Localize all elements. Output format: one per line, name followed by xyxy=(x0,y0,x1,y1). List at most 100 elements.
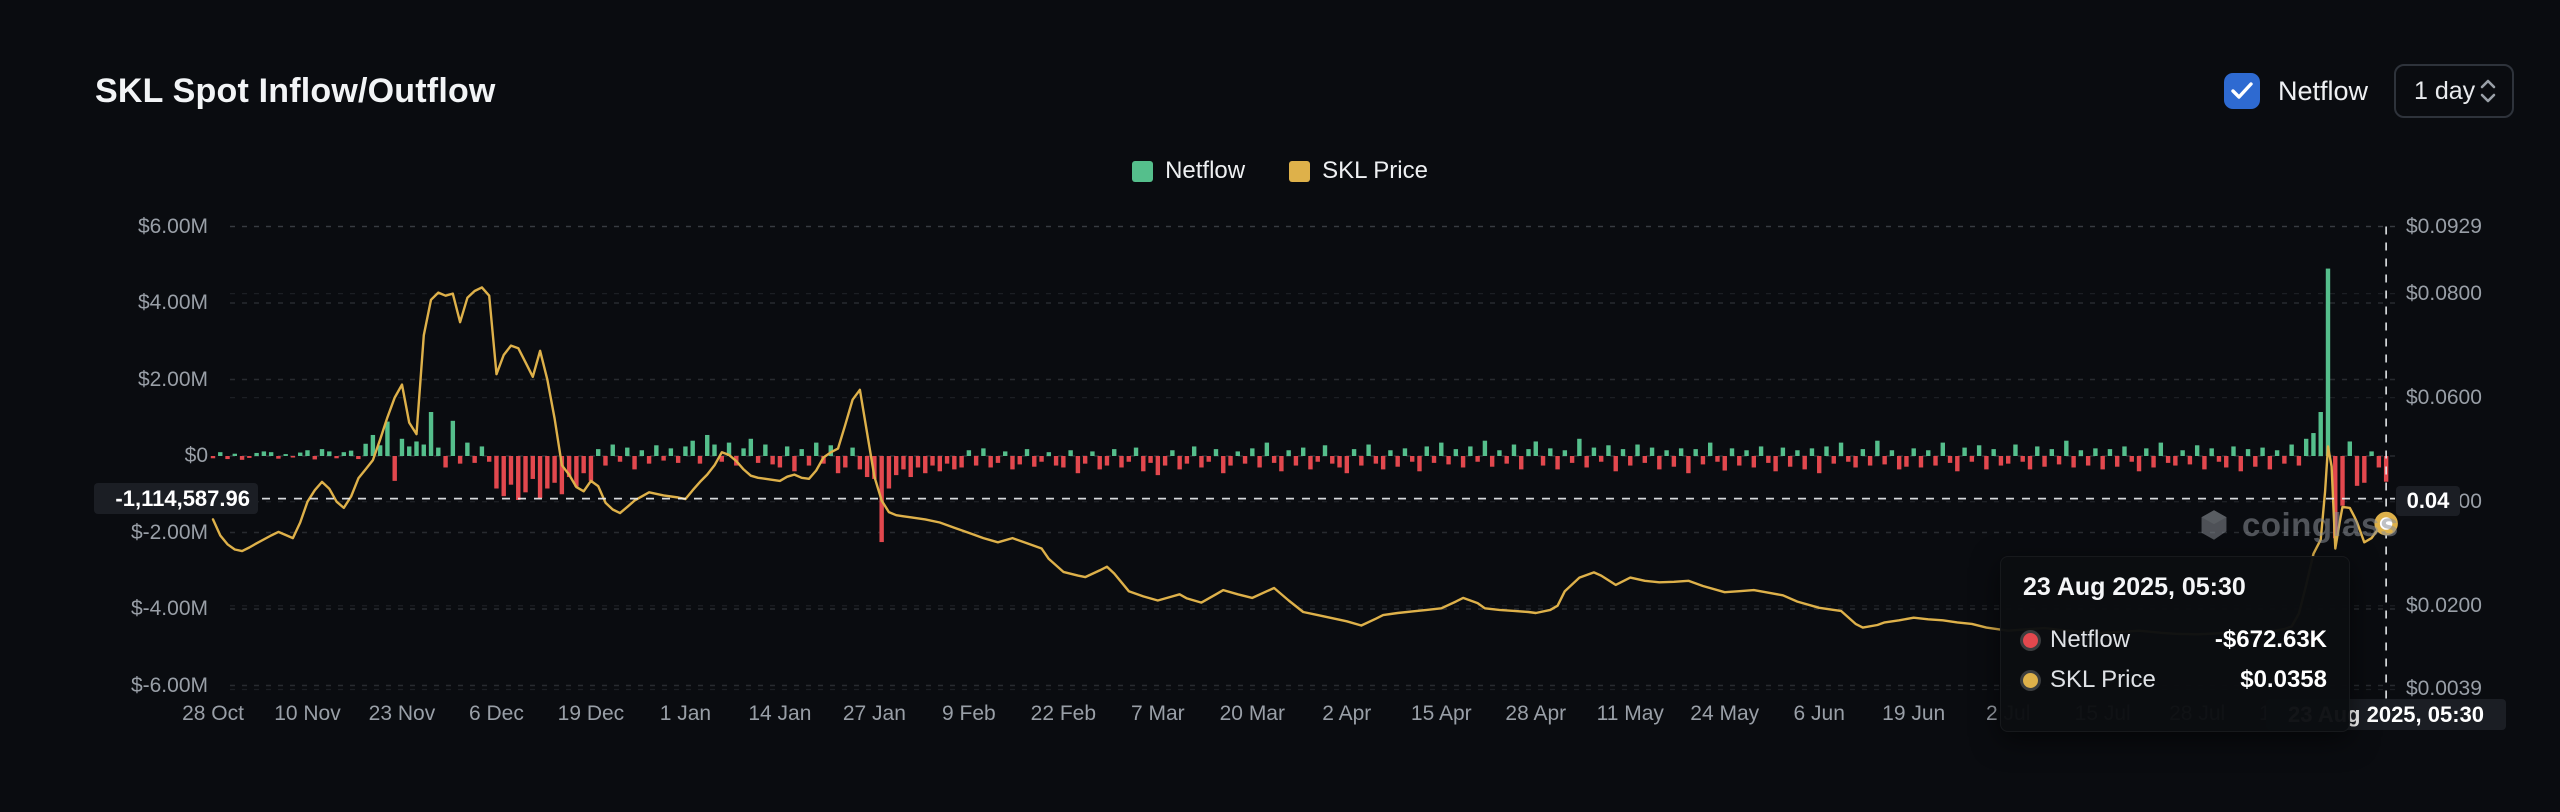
right-axis-tick: $0.0800 xyxy=(2406,281,2482,305)
netflow-bar xyxy=(261,451,267,456)
netflow-bar xyxy=(523,456,528,493)
netflow-bar xyxy=(835,456,841,474)
netflow-bar xyxy=(1410,456,1415,462)
netflow-checkbox[interactable] xyxy=(2223,73,2260,109)
interval-select[interactable]: 1 day xyxy=(2394,64,2514,118)
netflow-bar xyxy=(385,421,390,456)
netflow-bar xyxy=(1351,449,1357,456)
netflow-bar xyxy=(1388,450,1393,456)
crosshair-price-badge: 0.04 xyxy=(2396,485,2460,516)
netflow-bar xyxy=(443,456,448,468)
netflow-bar xyxy=(1737,456,1742,466)
netflow-bar xyxy=(319,449,325,456)
netflow-bar xyxy=(341,452,347,456)
coinglass-watermark: coinglass xyxy=(2196,506,2399,544)
netflow-bar xyxy=(923,456,928,474)
netflow-bar xyxy=(1366,444,1371,456)
netflow-bar xyxy=(1330,456,1335,464)
left-axis-tick: $2.00M xyxy=(137,367,208,391)
netflow-bar xyxy=(1112,449,1117,456)
netflow-bar xyxy=(1090,451,1095,456)
netflow-bar xyxy=(1882,456,1887,465)
netflow-bar xyxy=(1162,456,1168,466)
netflow-bar xyxy=(407,446,412,456)
netflow-bar xyxy=(290,456,296,458)
x-axis-tick: 11 May xyxy=(1596,702,1664,725)
netflow-bar xyxy=(2267,456,2273,470)
watermark-text: coinglass xyxy=(2242,506,2399,543)
netflow-bar xyxy=(2129,456,2134,462)
netflow-bar xyxy=(559,456,565,495)
netflow-bar xyxy=(566,456,572,478)
netflow-bar xyxy=(1213,449,1219,456)
netflow-bar xyxy=(2122,446,2127,456)
netflow-bar xyxy=(2362,456,2367,483)
netflow-bar xyxy=(1562,450,1568,456)
netflow-bar xyxy=(1126,456,1131,462)
netflow-bar xyxy=(814,442,819,456)
netflow-bar xyxy=(741,448,746,456)
netflow-bar xyxy=(218,452,223,456)
netflow-bar xyxy=(2049,449,2055,456)
netflow-bar xyxy=(428,412,434,456)
netflow-bar xyxy=(1424,446,1429,456)
tooltip-skl-price-value: $0.0358 xyxy=(2240,666,2327,693)
netflow-bar xyxy=(1519,456,1524,470)
left-axis-tick: $4.00M xyxy=(137,291,208,314)
netflow-bar xyxy=(1548,448,1553,456)
price-point-marker xyxy=(2374,511,2398,536)
netflow-bar xyxy=(239,456,245,460)
netflow-bar xyxy=(1373,456,1379,464)
netflow-bar xyxy=(893,456,899,476)
netflow-bar xyxy=(2369,451,2374,456)
netflow-bar xyxy=(312,456,317,460)
netflow-bar xyxy=(1904,456,1909,467)
netflow-bar xyxy=(1439,442,1444,456)
netflow-bar xyxy=(1613,456,1618,472)
netflow-bar xyxy=(1664,450,1669,456)
netflow-bar xyxy=(1308,456,1313,470)
x-axis-tick: 23 Nov xyxy=(368,702,436,725)
crosshair-netflow-badge: -1,114,587.96 xyxy=(94,483,258,515)
netflow-bar xyxy=(1119,456,1124,468)
right-axis-tick: $0.0929 xyxy=(2406,214,2482,238)
netflow-bar xyxy=(1940,442,1945,456)
netflow-bar xyxy=(2107,449,2113,456)
netflow-bar xyxy=(981,448,986,456)
skl-price-swatch-icon xyxy=(1289,160,1311,182)
netflow-bar xyxy=(1286,450,1291,456)
tooltip-netflow-label: Netflow xyxy=(2050,626,2131,653)
netflow-toggle[interactable]: Netflow xyxy=(2223,73,2368,109)
x-axis-tick: 28 Oct xyxy=(182,702,244,725)
netflow-bar xyxy=(486,456,492,462)
tooltip-netflow-value: -$672.63K xyxy=(2214,626,2327,653)
legend-item-netflow[interactable]: Netflow xyxy=(1132,157,1245,185)
netflow-bar xyxy=(574,456,579,487)
netflow-bar xyxy=(2209,448,2214,456)
header-controls: Netflow 1 day xyxy=(2223,64,2514,118)
netflow-bar xyxy=(414,441,419,456)
legend-item-skl-price[interactable]: SKL Price xyxy=(1289,157,1428,185)
netflow-bar xyxy=(1620,449,1626,456)
netflow-bar xyxy=(392,456,397,481)
netflow-bar xyxy=(2180,450,2185,456)
netflow-bar xyxy=(1976,445,1982,456)
netflow-bar xyxy=(1933,456,1938,466)
netflow-bar xyxy=(1896,456,1902,470)
netflow-toggle-label: Netflow xyxy=(2277,75,2368,106)
netflow-bar xyxy=(959,456,964,468)
tooltip-title: 23 Aug 2025, 05:30 xyxy=(2023,573,2246,601)
netflow-bar xyxy=(1758,446,1764,456)
netflow-bar xyxy=(1359,456,1364,466)
netflow-bar xyxy=(1700,456,1706,465)
netflow-bar xyxy=(610,444,615,456)
netflow-bar xyxy=(668,448,674,456)
netflow-bar xyxy=(1337,456,1342,468)
netflow-bar xyxy=(1170,450,1175,456)
x-axis-tick: 2 Apr xyxy=(1322,702,1372,725)
netflow-bar xyxy=(276,456,281,459)
netflow-bar xyxy=(777,456,783,468)
x-axis-tick: 9 Feb xyxy=(942,702,996,725)
